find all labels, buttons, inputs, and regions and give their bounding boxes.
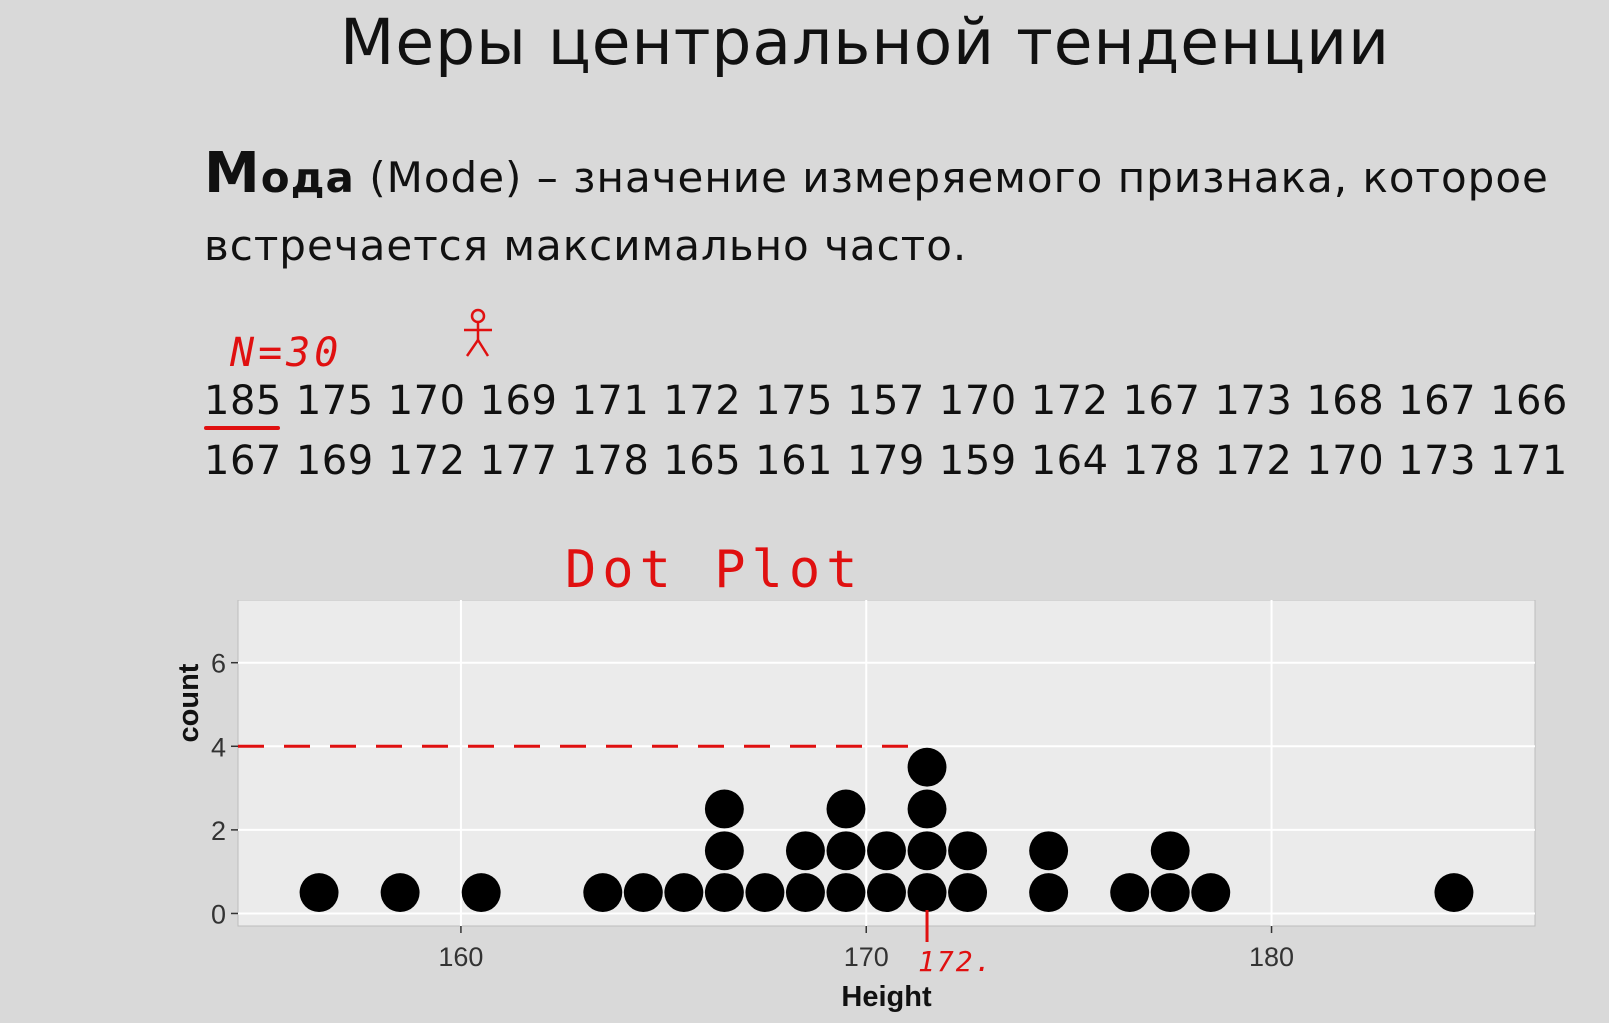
y-tick-label: 6 [211, 649, 226, 679]
data-value: 173 [1398, 438, 1477, 484]
data-value: 170 [1306, 438, 1385, 484]
y-tick-label: 4 [211, 732, 226, 762]
data-value: 173 [1214, 378, 1293, 424]
data-value: 169 [295, 438, 374, 484]
data-value: 166 [1490, 378, 1568, 424]
dot-point [948, 873, 988, 913]
dot-point [907, 873, 947, 913]
data-values-row-1: 185 175 170 169 171 172 175 157 170 172 167 173 168 1… [204, 378, 1582, 424]
dot-point [704, 873, 744, 913]
definition-body: – значение измеряемого признака, которое… [204, 153, 1549, 270]
plot-panel [237, 600, 1536, 927]
y-tick-label: 0 [211, 899, 226, 929]
dot-point [1029, 873, 1069, 913]
dot-point [299, 873, 339, 913]
definition-term-english: (Mode) [369, 153, 523, 202]
sample-size-annotation: N=30 [230, 330, 343, 376]
y-tick-label: 2 [211, 816, 226, 846]
x-tick-label: 170 [844, 942, 889, 972]
data-value: 157 [847, 378, 925, 424]
data-value: 172 [387, 438, 466, 484]
data-value: 161 [755, 438, 834, 484]
data-value: 178 [1122, 438, 1201, 484]
data-value: 172 [663, 378, 742, 424]
dot-point [785, 873, 825, 913]
definition-text: Мода (Mode) – значение измеряемого призн… [204, 140, 1594, 280]
data-value: 171 [1490, 438, 1568, 484]
mode-value-annotation: 172. [918, 945, 994, 978]
definition-term-first-letter: М [204, 141, 261, 206]
dot-point [704, 789, 744, 829]
dot-point [623, 873, 663, 913]
dot-point [745, 873, 785, 913]
data-value: 185 [204, 378, 282, 424]
data-value: 164 [1030, 438, 1109, 484]
dot-point [826, 831, 866, 871]
x-tick-label: 180 [1249, 942, 1294, 972]
x-axis-title: Height [841, 981, 932, 1013]
data-value: 179 [847, 438, 925, 484]
dot-point [461, 873, 501, 913]
dot-point [785, 831, 825, 871]
data-value: 167 [204, 438, 282, 484]
data-value: 159 [938, 438, 1017, 484]
stick-figure-icon [464, 308, 492, 357]
definition-term: Мода [204, 141, 355, 206]
data-value: 169 [479, 378, 558, 424]
dot-point [664, 873, 704, 913]
dot-point [1150, 873, 1190, 913]
dot-plot-chart: 160 170 180 0 2 4 6 Height count [173, 600, 1536, 1013]
data-value: 178 [571, 438, 650, 484]
highlight-underline [204, 426, 280, 430]
data-value: 172 [1214, 438, 1293, 484]
data-value: 171 [571, 378, 650, 424]
dot-point [907, 747, 947, 787]
data-value: 175 [295, 378, 374, 424]
dot-point [826, 789, 866, 829]
data-value: 177 [479, 438, 558, 484]
slide-title: Меры центральной тенденции [339, 6, 1391, 79]
dot-point [1110, 873, 1150, 913]
definition-term-rest: ода [260, 153, 355, 202]
data-value: 167 [1398, 378, 1477, 424]
plot-type-annotation: Dot Plot [565, 540, 864, 600]
data-value: 175 [755, 378, 834, 424]
dot-point [1150, 831, 1190, 871]
dot-point [704, 831, 744, 871]
dot-point [826, 873, 866, 913]
dot-point [1434, 873, 1474, 913]
dot-point [380, 873, 420, 913]
data-value: 170 [938, 378, 1017, 424]
y-axis-title: count [173, 663, 205, 742]
data-value: 168 [1306, 378, 1385, 424]
data-value: 172 [1030, 378, 1109, 424]
data-value: 167 [1122, 378, 1201, 424]
data-value: 165 [663, 438, 742, 484]
dot-point [948, 831, 988, 871]
x-tick-label: 160 [438, 942, 483, 972]
dot-point [1191, 873, 1231, 913]
dot-point [867, 831, 906, 871]
data-values-row-2: 167 169 172 177 178 165 161 179 159 164 178 172 170 1… [204, 438, 1582, 484]
dot-point [907, 831, 947, 871]
dot-point [1029, 831, 1069, 871]
dot-point [907, 789, 947, 829]
dot-point [867, 873, 906, 913]
data-value: 170 [387, 378, 466, 424]
dot-point [583, 873, 623, 913]
